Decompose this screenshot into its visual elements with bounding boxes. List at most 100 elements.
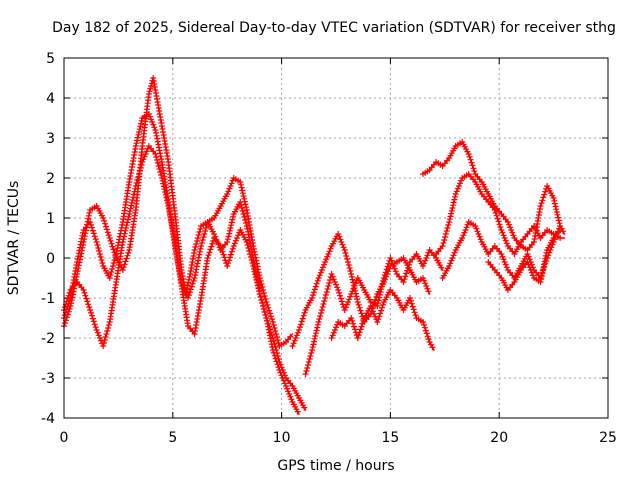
data-point	[378, 307, 385, 314]
data-point	[261, 293, 268, 299]
data-point	[261, 309, 268, 315]
data-point	[64, 295, 71, 302]
data-point	[262, 296, 269, 302]
data-point	[270, 322, 277, 328]
data-point	[384, 263, 391, 270]
data-point	[258, 297, 265, 303]
data-point	[278, 364, 285, 371]
data-point	[494, 215, 501, 222]
data-point	[495, 218, 502, 225]
y-tick-label: 5	[46, 51, 55, 67]
data-point	[84, 298, 91, 305]
data-point	[105, 232, 112, 239]
data-point	[464, 221, 471, 228]
data-point	[348, 291, 355, 297]
data-point	[551, 200, 558, 207]
data-point	[327, 277, 333, 283]
data-point	[296, 324, 303, 331]
data-point	[95, 245, 102, 251]
data-point	[350, 320, 357, 327]
data-point	[446, 263, 453, 269]
data-point	[292, 335, 299, 341]
data-point	[86, 304, 93, 311]
data-point	[264, 301, 271, 308]
data-point	[125, 213, 132, 220]
data-point	[274, 337, 281, 343]
data-point	[133, 180, 140, 186]
data-point	[442, 231, 449, 237]
data-point	[524, 259, 531, 265]
data-point	[387, 255, 394, 261]
data-point	[266, 307, 273, 314]
data-point	[352, 326, 358, 333]
data-point	[422, 327, 429, 334]
data-point	[302, 371, 309, 377]
data-point	[304, 365, 311, 371]
data-point	[124, 219, 131, 226]
data-point	[134, 137, 141, 144]
data-point	[359, 320, 366, 327]
data-point	[454, 185, 461, 192]
data-point	[336, 289, 343, 296]
y-tick-label: -1	[41, 291, 55, 307]
data-point	[315, 275, 322, 281]
data-point	[323, 289, 330, 295]
data-point	[227, 254, 233, 261]
data-point	[550, 195, 557, 201]
data-point	[379, 301, 386, 308]
data-point	[188, 283, 195, 290]
data-point	[271, 325, 278, 331]
data-point	[245, 245, 252, 251]
data-point	[110, 260, 117, 266]
data-point	[315, 319, 322, 325]
data-point	[126, 208, 133, 215]
data-point	[240, 211, 247, 217]
data-point	[553, 206, 560, 213]
data-point	[503, 240, 510, 247]
data-point	[291, 337, 298, 344]
data-point	[438, 264, 445, 271]
data-point	[296, 327, 302, 333]
data-point	[268, 313, 274, 320]
data-point	[441, 237, 448, 243]
data-point	[110, 263, 116, 269]
data-point	[320, 301, 327, 307]
data-point	[301, 404, 308, 411]
data-point	[266, 323, 273, 330]
data-point	[288, 396, 295, 403]
data-point	[500, 256, 507, 263]
data-point	[285, 388, 292, 395]
data-point	[90, 230, 97, 237]
data-point	[101, 337, 108, 343]
data-point	[286, 391, 293, 397]
data-point	[122, 227, 129, 234]
y-tick-label: 1	[46, 211, 55, 227]
data-point	[351, 283, 358, 289]
data-point	[83, 295, 90, 302]
data-point	[269, 335, 276, 341]
data-point	[402, 273, 409, 280]
data-point	[273, 347, 280, 353]
series-track-5	[302, 247, 445, 377]
data-point	[190, 277, 197, 284]
data-point	[97, 254, 104, 260]
x-tick-label: 20	[490, 430, 508, 446]
x-tick-label: 15	[381, 430, 399, 446]
data-point	[238, 205, 245, 211]
data-point	[162, 191, 169, 198]
data-point	[341, 307, 348, 313]
data-point	[112, 254, 119, 260]
data-point	[268, 329, 274, 336]
data-point	[103, 223, 109, 230]
data-point	[474, 228, 481, 235]
data-point	[191, 247, 198, 253]
data-point	[501, 259, 508, 265]
data-point	[200, 234, 207, 240]
data-point	[409, 303, 416, 310]
data-point	[425, 288, 432, 295]
data-point	[357, 307, 364, 314]
data-point	[109, 243, 116, 250]
data-point	[348, 315, 355, 321]
data-point	[87, 307, 94, 313]
data-point	[123, 255, 130, 262]
